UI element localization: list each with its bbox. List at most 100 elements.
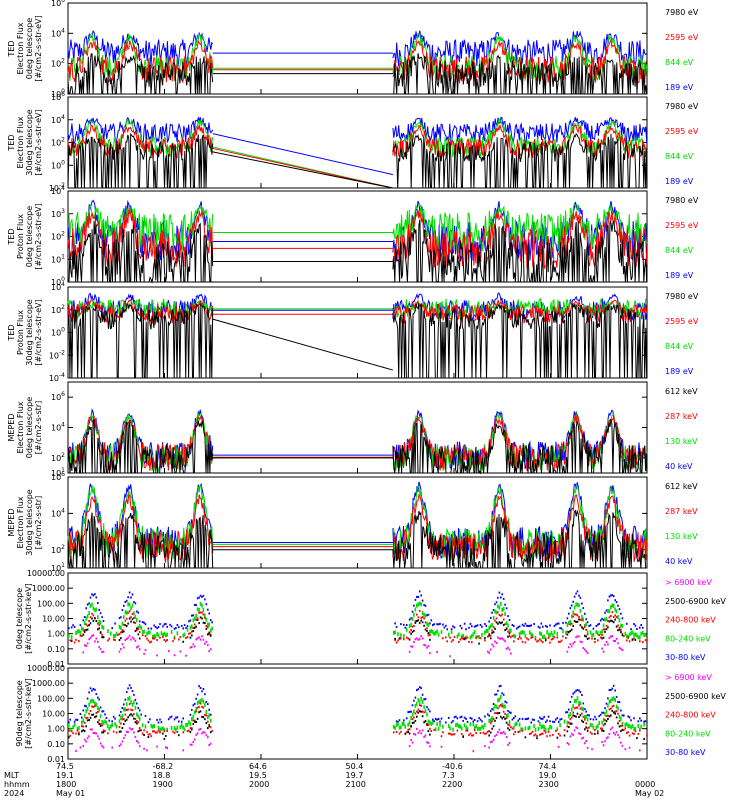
data-point bbox=[410, 629, 412, 631]
data-point bbox=[107, 639, 109, 642]
data-point bbox=[430, 629, 433, 634]
data-point bbox=[208, 622, 210, 627]
data-point bbox=[578, 615, 580, 618]
data-point bbox=[397, 722, 399, 727]
gap-interpolation-line bbox=[212, 318, 394, 371]
data-point bbox=[601, 633, 603, 636]
data-point bbox=[610, 619, 612, 622]
data-point bbox=[134, 717, 137, 720]
data-point bbox=[417, 638, 420, 641]
data-point bbox=[136, 740, 138, 742]
data-point bbox=[136, 646, 138, 649]
data-point bbox=[209, 718, 212, 723]
data-point bbox=[198, 699, 200, 704]
data-point bbox=[104, 719, 106, 724]
data-point bbox=[442, 731, 444, 734]
data-point bbox=[137, 721, 140, 724]
data-point bbox=[462, 719, 464, 722]
y-tick-label: 100.00 bbox=[37, 694, 65, 703]
data-point bbox=[421, 729, 424, 732]
data-point bbox=[637, 635, 640, 640]
data-point bbox=[211, 729, 213, 732]
data-point bbox=[504, 704, 506, 709]
data-point bbox=[123, 703, 125, 706]
data-point bbox=[121, 629, 124, 632]
data-point bbox=[173, 731, 176, 734]
data-point bbox=[576, 712, 579, 715]
data-point bbox=[502, 716, 505, 719]
data-point bbox=[192, 723, 195, 725]
data-point bbox=[513, 625, 515, 628]
data-point bbox=[98, 619, 100, 624]
data-point bbox=[191, 624, 193, 629]
data-point bbox=[175, 627, 177, 629]
data-point bbox=[489, 741, 492, 744]
data-point bbox=[163, 631, 166, 636]
y-tick-label: 1.00 bbox=[47, 630, 65, 639]
data-point bbox=[459, 638, 462, 641]
data-point bbox=[86, 737, 89, 740]
data-point bbox=[186, 627, 189, 632]
data-point bbox=[601, 637, 603, 640]
data-point bbox=[549, 724, 551, 729]
data-point bbox=[581, 641, 583, 644]
data-point bbox=[614, 599, 616, 602]
data-point bbox=[176, 624, 179, 626]
data-point bbox=[195, 697, 197, 700]
data-point bbox=[95, 711, 98, 714]
data-point bbox=[572, 615, 574, 618]
data-point bbox=[209, 619, 212, 622]
y-axis-label: 30deg telescope bbox=[25, 109, 34, 176]
data-point bbox=[484, 630, 486, 635]
data-point bbox=[557, 745, 560, 748]
data-point bbox=[447, 723, 450, 728]
data-point bbox=[528, 630, 531, 635]
data-point bbox=[488, 620, 490, 623]
data-point bbox=[552, 733, 554, 736]
data-point bbox=[137, 625, 140, 630]
x-tick-lat: 74.4 bbox=[539, 762, 557, 771]
data-point bbox=[607, 718, 609, 720]
data-point bbox=[134, 629, 137, 632]
data-point bbox=[186, 625, 189, 628]
y-tick-label: 10-2 bbox=[49, 182, 65, 193]
data-point bbox=[127, 716, 129, 719]
data-point bbox=[465, 725, 467, 730]
data-point bbox=[572, 610, 574, 615]
data-point bbox=[611, 726, 614, 729]
data-point bbox=[456, 722, 459, 727]
data-point bbox=[414, 598, 417, 601]
data-point bbox=[549, 720, 551, 723]
data-point bbox=[484, 732, 486, 735]
data-point bbox=[592, 632, 595, 637]
data-point bbox=[565, 711, 567, 714]
data-point bbox=[73, 722, 76, 727]
data-point bbox=[505, 607, 508, 610]
data-point bbox=[479, 718, 482, 721]
data-point bbox=[68, 729, 70, 732]
data-point bbox=[141, 723, 144, 728]
data-point bbox=[527, 726, 530, 731]
data-point bbox=[547, 727, 550, 732]
data-point bbox=[473, 725, 476, 730]
data-point bbox=[150, 723, 153, 728]
data-point bbox=[569, 712, 572, 716]
data-point bbox=[479, 726, 482, 731]
data-point bbox=[472, 632, 475, 637]
x-tick-lat: 50.4 bbox=[346, 762, 364, 771]
data-point bbox=[479, 637, 482, 640]
data-point bbox=[550, 725, 553, 730]
legend-entry: 2500-6900 keV bbox=[665, 597, 726, 606]
data-point bbox=[143, 652, 145, 655]
data-point bbox=[492, 631, 495, 634]
data-point bbox=[125, 625, 128, 628]
data-point bbox=[133, 616, 135, 619]
data-point bbox=[537, 720, 540, 723]
data-point bbox=[95, 702, 98, 707]
data-point bbox=[585, 722, 587, 725]
data-point bbox=[408, 745, 411, 748]
data-point bbox=[633, 726, 635, 731]
data-point bbox=[107, 629, 109, 634]
data-point bbox=[463, 622, 466, 625]
data-point bbox=[408, 710, 411, 713]
